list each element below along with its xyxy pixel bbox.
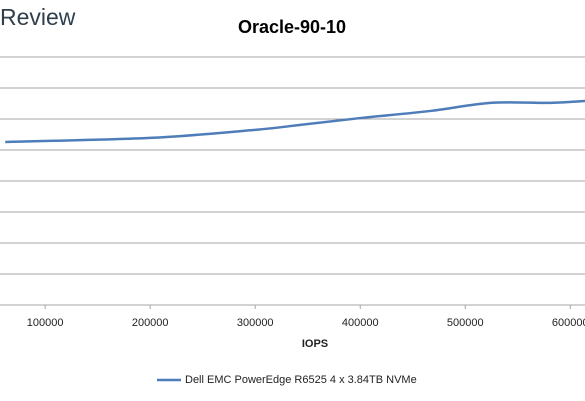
legend-label: Dell EMC PowerEdge R6525 4 x 3.84TB NVMe bbox=[185, 374, 417, 386]
x-tick-label: 200000 bbox=[132, 317, 169, 329]
x-tick-label: 600000 bbox=[552, 317, 585, 329]
logo: Review bbox=[0, 4, 76, 30]
chart-title: Oracle-90-10 bbox=[238, 17, 346, 37]
x-axis-label: IOPS bbox=[302, 338, 328, 350]
x-tick-label: 400000 bbox=[342, 317, 379, 329]
series-line bbox=[5, 99, 585, 144]
x-tick-label: 500000 bbox=[447, 317, 484, 329]
x-tick-label: 300000 bbox=[237, 317, 274, 329]
x-tick-label: 100000 bbox=[27, 317, 64, 329]
